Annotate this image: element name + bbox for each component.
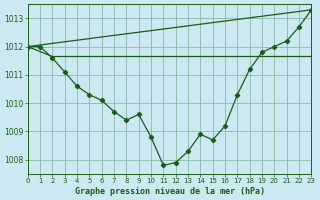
X-axis label: Graphe pression niveau de la mer (hPa): Graphe pression niveau de la mer (hPa) [75,187,265,196]
